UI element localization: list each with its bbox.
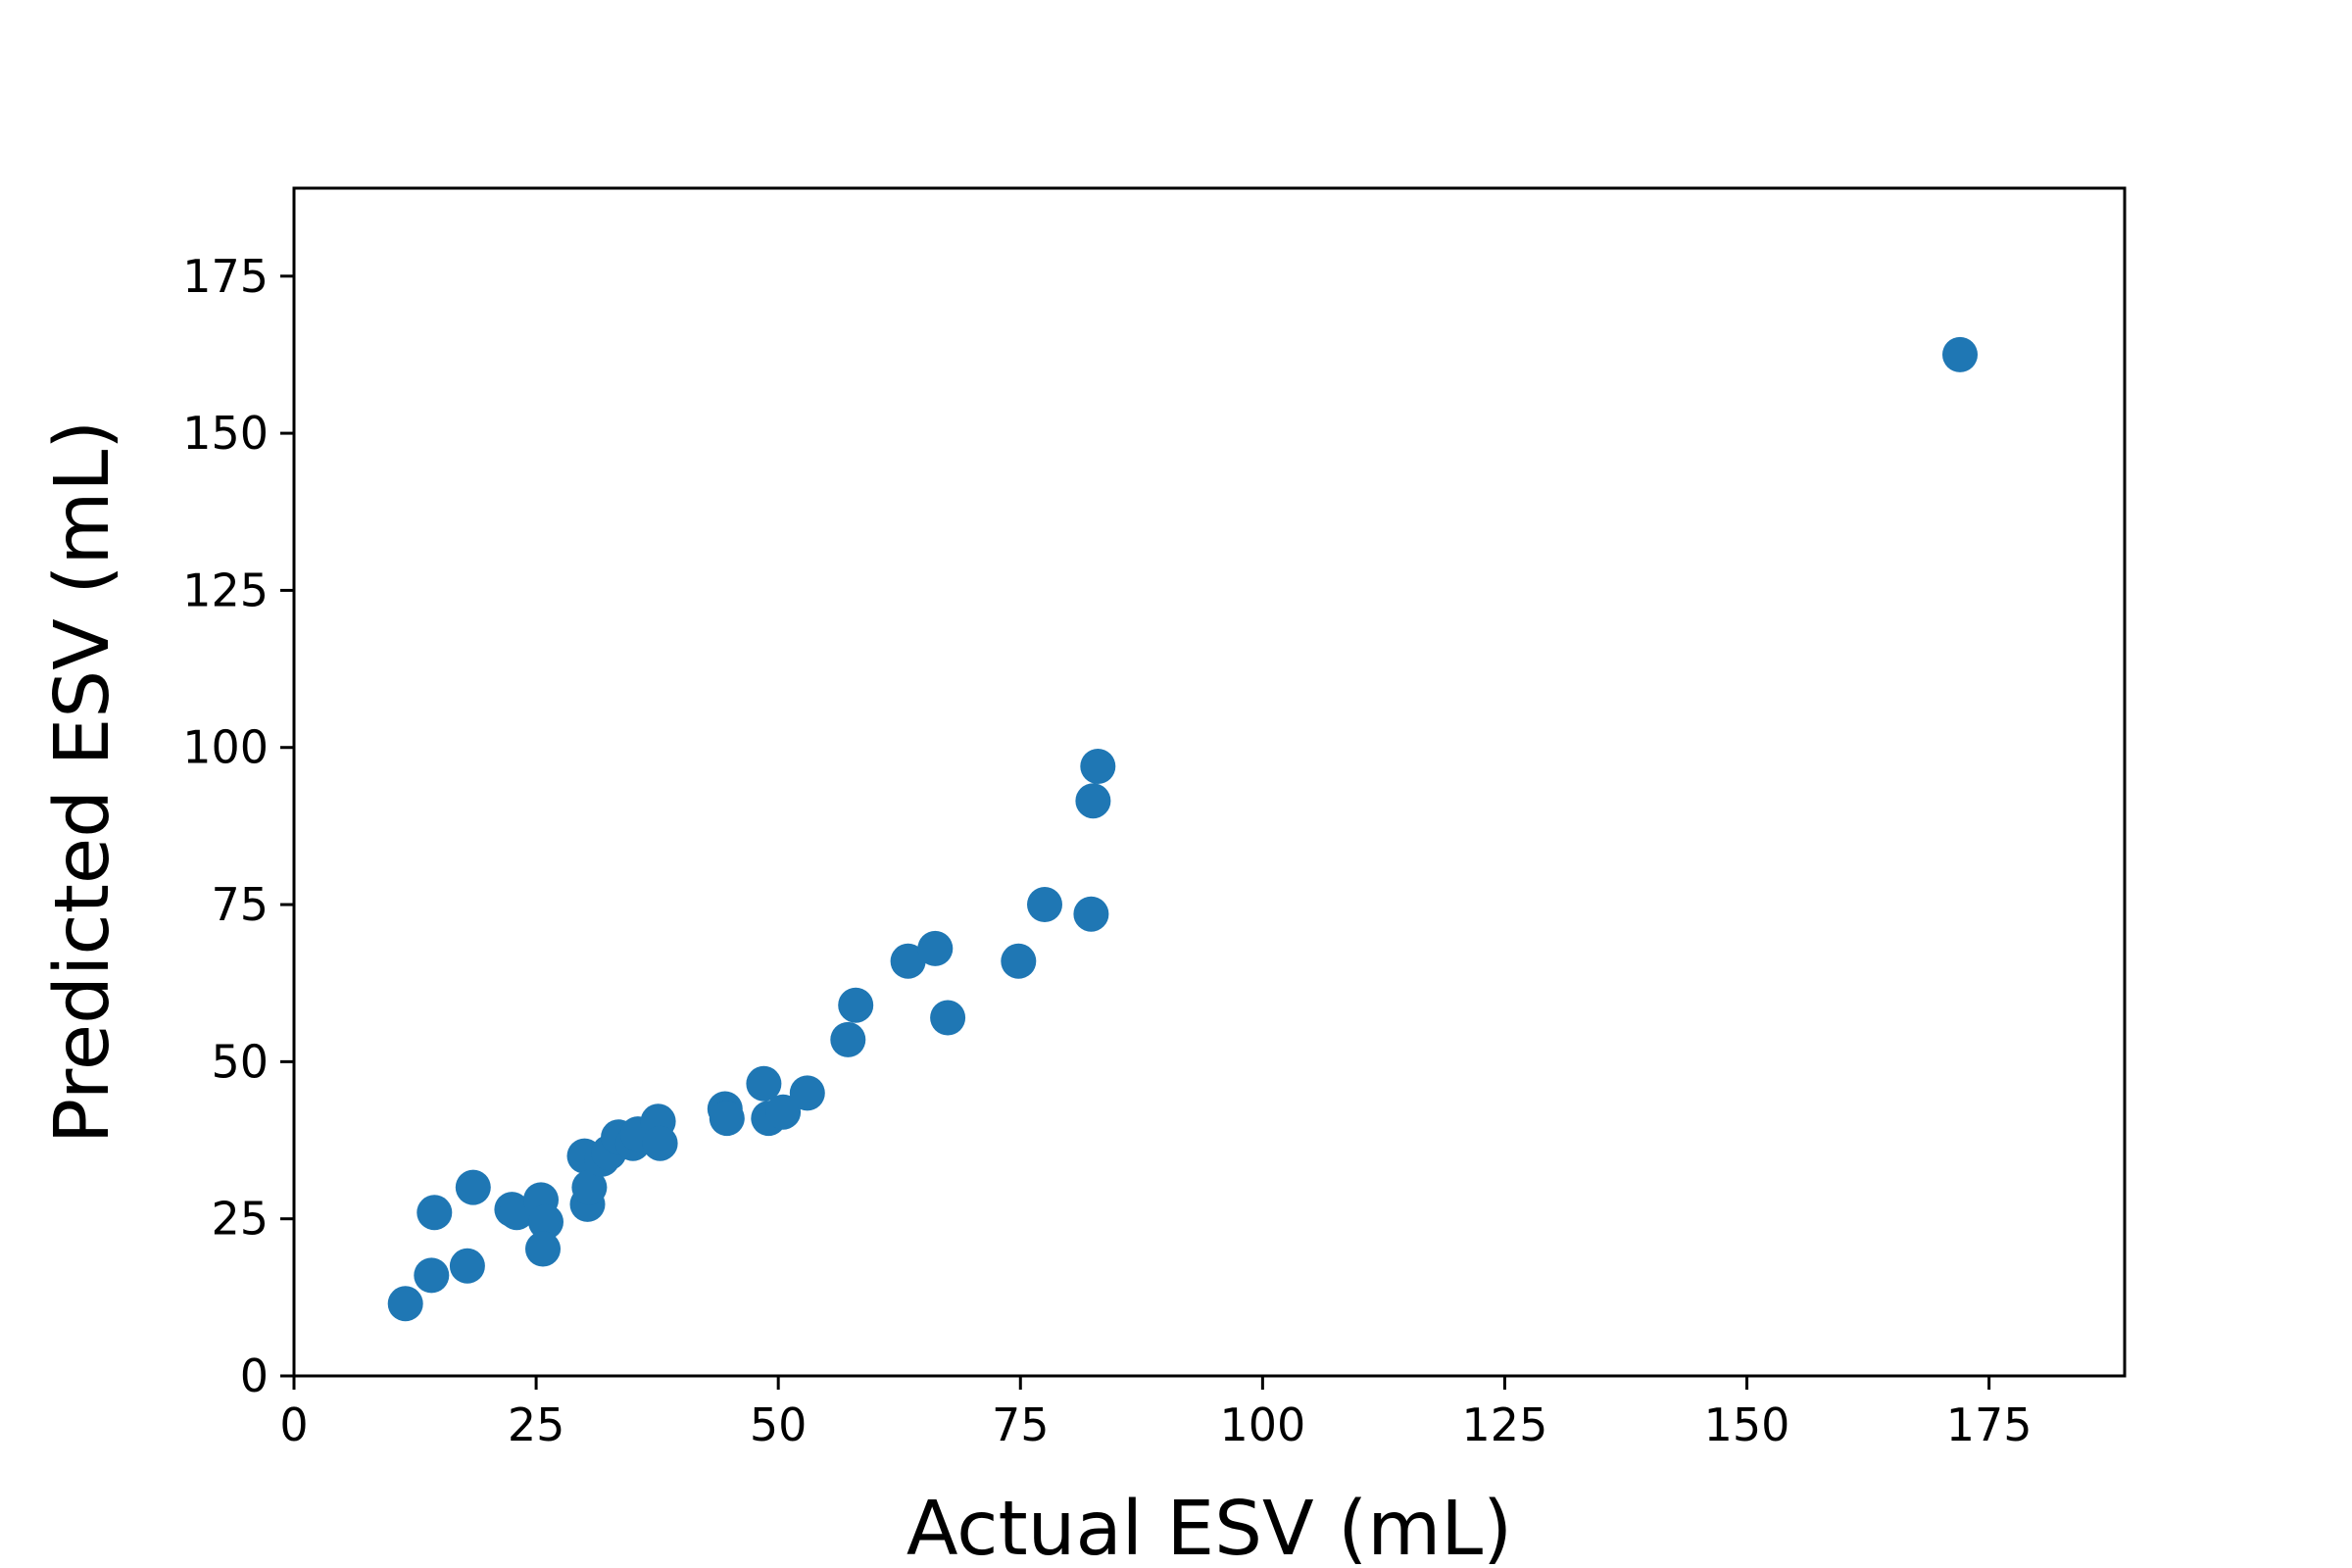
scatter-point [387, 1286, 423, 1322]
scatter-point [642, 1125, 678, 1161]
y-axis-label: Predicted ESV (mL) [39, 420, 126, 1145]
scatter-point [1942, 336, 1978, 372]
y-tick-label: 0 [240, 1349, 269, 1402]
x-tick-label: 125 [1462, 1398, 1548, 1451]
x-tick-label: 100 [1219, 1398, 1305, 1451]
y-tick-label: 50 [211, 1035, 269, 1088]
x-tick-label: 25 [508, 1398, 565, 1451]
scatter-point [917, 930, 954, 966]
scatter-point [1075, 783, 1111, 819]
y-axis-ticks: 0 25 50 75 100 125 150 175 [182, 250, 294, 1402]
data-points [387, 336, 1978, 1322]
x-axis-label: Actual ESV (mL) [906, 1486, 1512, 1568]
scatter-point [528, 1203, 564, 1240]
scatter-point [930, 1000, 966, 1036]
scatter-point [1080, 749, 1116, 784]
scatter-point [571, 1169, 608, 1205]
scatter-point [525, 1231, 561, 1267]
scatter-point [455, 1169, 491, 1205]
scatter-point [830, 1021, 866, 1057]
plot-area [294, 188, 2125, 1376]
scatter-point [746, 1065, 782, 1102]
y-tick-label: 175 [182, 250, 269, 303]
scatter-point [414, 1257, 450, 1294]
scatter-point [709, 1101, 745, 1137]
scatter-point [1001, 943, 1037, 979]
x-axis-ticks: 0 25 50 75 100 125 150 175 [279, 1376, 2033, 1451]
y-tick-label: 125 [182, 564, 269, 616]
x-tick-label: 75 [992, 1398, 1050, 1451]
x-tick-label: 0 [279, 1398, 308, 1451]
y-tick-label: 75 [211, 878, 269, 931]
scatter-point [449, 1248, 485, 1284]
x-tick-label: 175 [1946, 1398, 2033, 1451]
scatter-point [890, 943, 926, 979]
y-tick-label: 25 [211, 1193, 269, 1246]
scatter-point [838, 987, 874, 1023]
scatter-point [1073, 896, 1109, 932]
axes-frame [292, 186, 2127, 1378]
scatter-point [416, 1195, 453, 1231]
scatter-point [789, 1075, 825, 1111]
scatter-point [1027, 887, 1062, 922]
y-tick-label: 150 [182, 407, 269, 460]
y-tick-label: 100 [182, 721, 269, 774]
scatter-point [765, 1094, 802, 1130]
x-tick-label: 150 [1704, 1398, 1790, 1451]
x-tick-label: 50 [750, 1398, 808, 1451]
